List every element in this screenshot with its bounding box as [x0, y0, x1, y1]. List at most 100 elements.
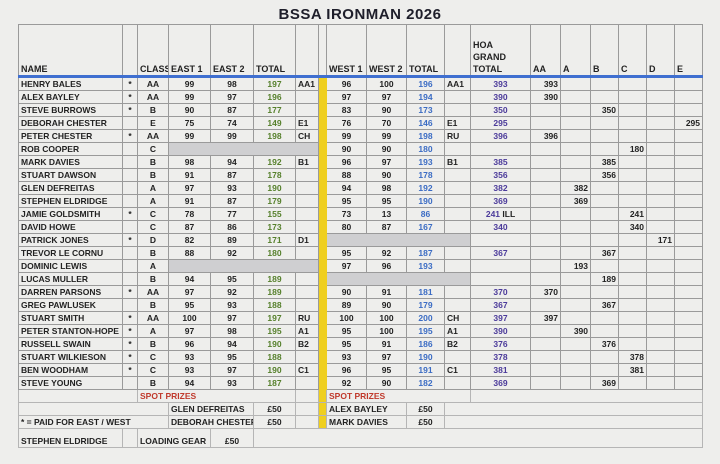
east2-score: 95 — [210, 272, 254, 286]
paid-flag — [122, 272, 138, 286]
shooter-row: STUART DAWSON B 91 87 178 88 90 178 356 356 — [18, 168, 703, 182]
east-award — [295, 220, 319, 234]
shooter-name: DARREN PARSONS — [18, 285, 123, 299]
shooter-row: DAVID HOWE C 87 86 173 80 87 167 340 340 — [18, 220, 703, 234]
east-award — [295, 285, 319, 299]
divider — [318, 311, 327, 325]
grand-total: 378 — [493, 352, 508, 362]
paid-flag — [122, 116, 138, 130]
west-award — [444, 103, 471, 117]
east-total: 155 — [253, 207, 296, 221]
grand-total-cell: 369 — [470, 376, 531, 390]
class-cell — [560, 298, 591, 312]
west-award — [444, 376, 471, 390]
east-award — [295, 168, 319, 182]
west1-score: 90 — [326, 285, 367, 299]
class: B — [137, 155, 169, 169]
divider — [318, 402, 327, 416]
east-total: 197 — [253, 76, 296, 91]
class-cell — [590, 363, 619, 377]
paid-flag: * — [122, 285, 138, 299]
west-total: 192 — [406, 181, 445, 195]
east2-score: 77 — [210, 207, 254, 221]
class-total: 241 — [618, 207, 647, 221]
west2-score: 97 — [366, 350, 407, 364]
shooter-name: PETER CHESTER — [18, 129, 123, 143]
class-total: 381 — [618, 363, 647, 377]
west2-score: 13 — [366, 207, 407, 221]
column-header: B — [590, 24, 619, 78]
class: B — [137, 103, 169, 117]
west-total: 146 — [406, 116, 445, 130]
class-cell — [530, 220, 561, 234]
east2-score: 86 — [210, 220, 254, 234]
class-cell — [530, 207, 561, 221]
blank — [18, 389, 138, 403]
west-award — [444, 207, 471, 221]
class-total: 378 — [618, 350, 647, 364]
east2-score: 97 — [210, 363, 254, 377]
class-cell — [646, 142, 675, 156]
spot-prize-winner: GLEN DEFREITAS — [168, 402, 254, 416]
missing-west — [326, 272, 471, 286]
west1-score: 89 — [326, 298, 367, 312]
shooter-row: DOMINIC LEWIS A 97 96 193 193 — [18, 259, 703, 273]
east-total: 187 — [253, 376, 296, 390]
class-cell — [674, 233, 703, 247]
shooter-row: STEVE BURROWS * B 90 87 177 83 90 173 350 350 — [18, 103, 703, 117]
class-cell — [646, 259, 675, 273]
paid-flag — [122, 142, 138, 156]
divider — [318, 285, 327, 299]
class-cell — [590, 285, 619, 299]
divider — [318, 415, 327, 429]
class-total: 370 — [530, 285, 561, 299]
west-award: RU — [444, 129, 471, 143]
spot-prize-amount: £50 — [253, 415, 296, 429]
east-total: 178 — [253, 168, 296, 182]
blank — [444, 415, 703, 429]
east-award: RU — [295, 311, 319, 325]
grand-total: 369 — [493, 378, 508, 388]
grand-total: 241 — [485, 209, 501, 219]
class-cell — [674, 259, 703, 273]
class-cell — [674, 155, 703, 169]
east-award: CH — [295, 129, 319, 143]
column-header: E — [674, 24, 703, 78]
divider — [318, 363, 327, 377]
class-cell — [590, 220, 619, 234]
east-award: E1 — [295, 116, 319, 130]
class-cell — [618, 90, 647, 104]
extra-prize-amount: £50 — [210, 428, 254, 448]
east2-score: 94 — [210, 337, 254, 351]
west1-score: 96 — [326, 155, 367, 169]
east1-score: 87 — [168, 220, 211, 234]
class-cell — [560, 207, 591, 221]
divider — [318, 337, 327, 351]
class-cell — [530, 142, 561, 156]
east1-score: 91 — [168, 194, 211, 208]
class-cell — [590, 259, 619, 273]
divider — [318, 233, 327, 247]
paid-flag: * — [122, 324, 138, 338]
east-total: 189 — [253, 272, 296, 286]
class-cell — [618, 168, 647, 182]
class-total: 369 — [590, 376, 619, 390]
class-cell — [646, 311, 675, 325]
west1-score: 95 — [326, 246, 367, 260]
class: C — [137, 350, 169, 364]
paid-flag: * — [122, 129, 138, 143]
shooter-name: RUSSELL SWAIN — [18, 337, 123, 351]
east2-score: 97 — [210, 90, 254, 104]
class-cell — [560, 272, 591, 286]
class-cell — [560, 168, 591, 182]
grand-total-cell — [470, 272, 531, 286]
grand-total: 396 — [493, 131, 508, 141]
class-cell — [618, 337, 647, 351]
column-header: WEST 1 — [326, 24, 367, 78]
grand-total: 390 — [493, 92, 508, 102]
west2-score: 95 — [366, 194, 407, 208]
class-cell — [590, 207, 619, 221]
blank — [295, 415, 319, 429]
west-total: 181 — [406, 285, 445, 299]
